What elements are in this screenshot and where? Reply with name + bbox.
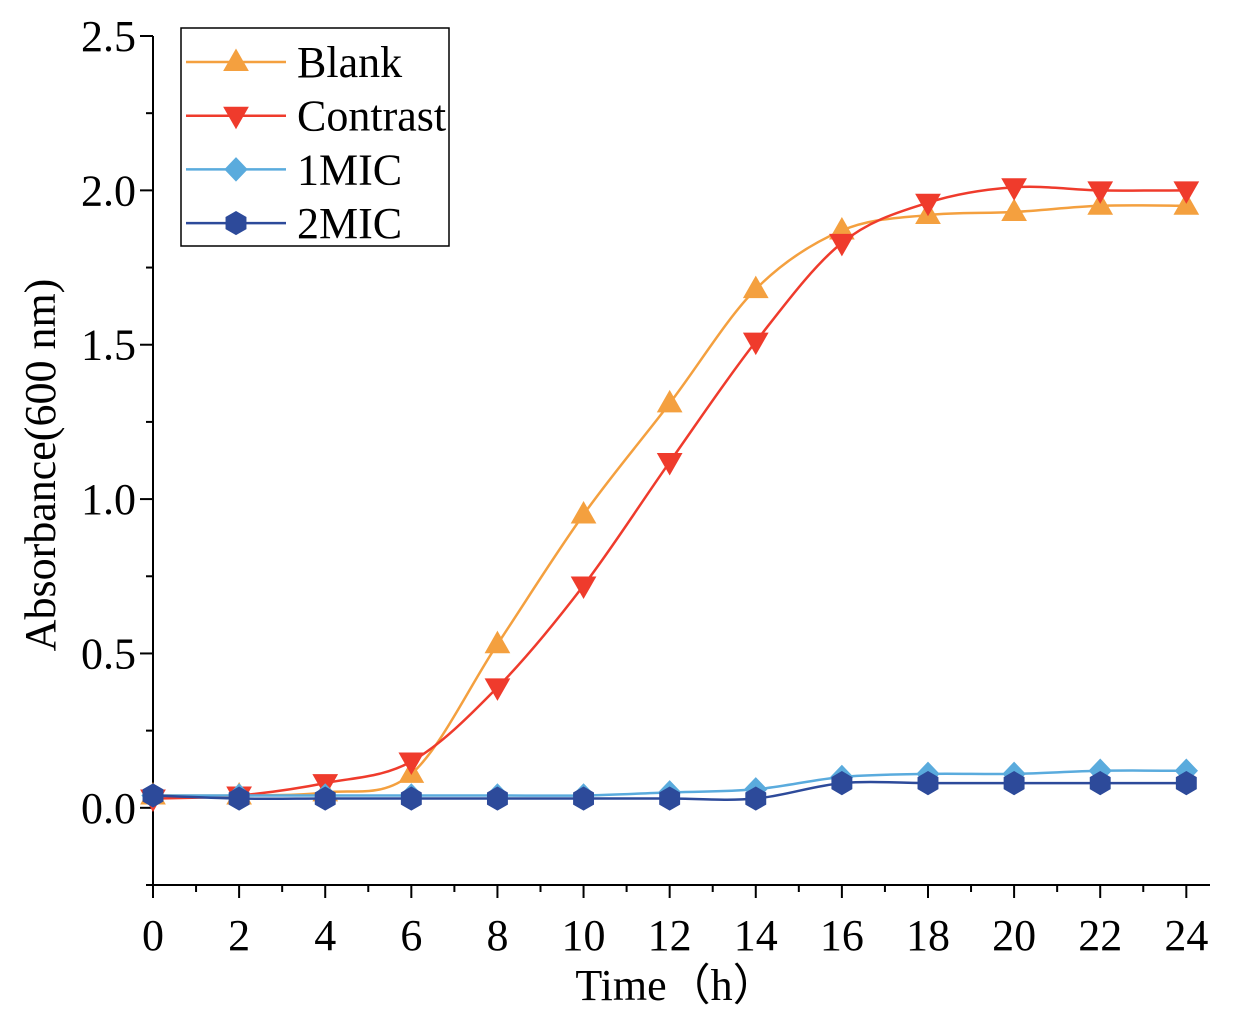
y-tick-label: 1.0 xyxy=(81,475,136,524)
x-tick-label: 24 xyxy=(1164,911,1208,960)
blank-point xyxy=(484,630,511,654)
legend-marker xyxy=(225,211,247,236)
legend-item-contrast: Contrast xyxy=(186,92,446,141)
x-tick-label: 10 xyxy=(562,911,606,960)
2mic-point xyxy=(486,786,508,811)
2mic-point xyxy=(659,786,681,811)
x-tick-label: 16 xyxy=(820,911,864,960)
x-tick-label: 18 xyxy=(906,911,950,960)
legend-marker xyxy=(224,157,248,182)
x-tick-label: 0 xyxy=(142,911,164,960)
contrast-point xyxy=(484,678,511,701)
blank-point xyxy=(742,275,769,299)
contrast-point xyxy=(1087,181,1114,204)
y-tick-label: 0.5 xyxy=(81,629,136,678)
legend-item-2mic: 2MIC xyxy=(186,199,402,248)
x-tick-label: 8 xyxy=(486,911,508,960)
contrast-point xyxy=(570,576,597,600)
legend-label: Blank xyxy=(297,38,402,87)
legend-marker xyxy=(223,48,249,71)
y-tick-label: 1.5 xyxy=(81,321,136,370)
contrast-point xyxy=(1173,181,1200,204)
2mic-point xyxy=(142,783,164,808)
blank-series xyxy=(140,192,1200,805)
2mic-point xyxy=(917,771,939,796)
contrast-point xyxy=(656,453,683,476)
contrast-point xyxy=(742,332,769,356)
legend-item-1mic: 1MIC xyxy=(186,145,402,194)
x-tick-label: 20 xyxy=(992,911,1036,960)
2mic-series xyxy=(142,771,1197,811)
plot-series xyxy=(140,178,1200,813)
legend-label: 1MIC xyxy=(297,145,402,194)
y-tick-label: 2.0 xyxy=(81,166,136,215)
blank-point xyxy=(1001,198,1027,221)
x-tick-label: 14 xyxy=(734,911,778,960)
2mic-point xyxy=(745,786,767,811)
2mic-point xyxy=(400,786,422,811)
blank-point xyxy=(656,389,683,413)
y-tick-label: 0.0 xyxy=(81,784,136,833)
legend-label: 2MIC xyxy=(297,199,402,248)
2mic-point xyxy=(228,786,250,811)
x-axis-label: Time（h） xyxy=(575,961,776,1010)
contrast-point xyxy=(1001,178,1027,201)
contrast-point xyxy=(915,193,941,217)
contrast-point xyxy=(398,752,425,776)
y-axis-label: Absorbance(600 nm) xyxy=(16,279,65,652)
2mic-point xyxy=(1003,771,1025,796)
axis-ticks: 0.00.51.01.52.02.50 2 4 6 8 10 12 14 16 18 20 22 24 xyxy=(81,12,1208,960)
x-tick-label: 22 xyxy=(1078,911,1122,960)
legend-marker xyxy=(223,106,249,130)
2mic-point xyxy=(573,786,595,811)
legend-label: Contrast xyxy=(297,92,446,141)
x-tick-label: 4 xyxy=(314,911,336,960)
contrast-series xyxy=(140,178,1200,813)
contrast-line xyxy=(152,185,1187,800)
legend-box xyxy=(180,27,450,247)
x-tick-label: 6 xyxy=(400,911,422,960)
x-tick-label: 2 xyxy=(228,911,250,960)
2mic-point xyxy=(314,786,336,811)
legend-item-blank: Blank xyxy=(186,38,402,87)
2mic-point xyxy=(1089,771,1111,796)
blank-line xyxy=(152,204,1187,797)
y-tick-label: 2.5 xyxy=(81,12,136,61)
blank-point xyxy=(570,501,597,524)
2mic-point xyxy=(1175,771,1197,796)
x-tick-label: 12 xyxy=(648,911,692,960)
contrast-point xyxy=(829,233,855,257)
2mic-point xyxy=(831,771,853,796)
